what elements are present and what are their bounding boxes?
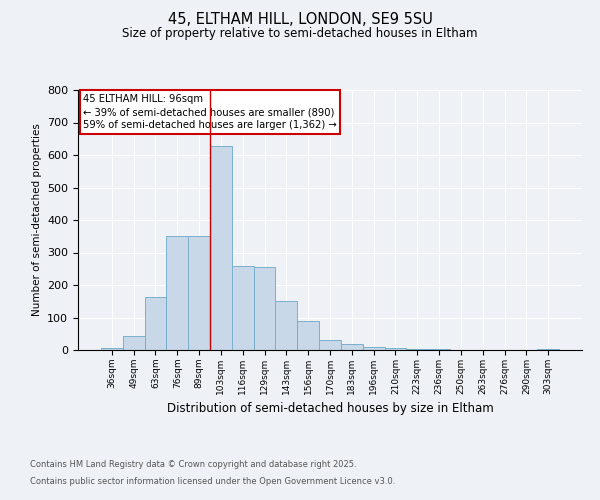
Bar (341, 344, 363, 350)
Bar (101, 348, 123, 350)
Bar (297, 321, 319, 350)
Bar (166, 236, 188, 350)
Bar (319, 340, 341, 350)
Text: Size of property relative to semi-detached houses in Eltham: Size of property relative to semi-detach… (122, 28, 478, 40)
Bar (188, 236, 210, 350)
X-axis label: Distribution of semi-detached houses by size in Eltham: Distribution of semi-detached houses by … (167, 402, 493, 415)
Bar (123, 336, 145, 350)
Bar (385, 348, 406, 350)
Text: Contains public sector information licensed under the Open Government Licence v3: Contains public sector information licen… (30, 478, 395, 486)
Text: Contains HM Land Registry data © Crown copyright and database right 2025.: Contains HM Land Registry data © Crown c… (30, 460, 356, 469)
Bar (232, 266, 254, 350)
Text: 45 ELTHAM HILL: 96sqm
← 39% of semi-detached houses are smaller (890)
59% of sem: 45 ELTHAM HILL: 96sqm ← 39% of semi-deta… (83, 94, 337, 130)
Y-axis label: Number of semi-detached properties: Number of semi-detached properties (32, 124, 41, 316)
Bar (406, 349, 428, 350)
Bar (145, 297, 166, 350)
Bar (210, 146, 232, 350)
Bar (363, 347, 385, 350)
Bar (275, 301, 297, 350)
Text: 45, ELTHAM HILL, LONDON, SE9 5SU: 45, ELTHAM HILL, LONDON, SE9 5SU (167, 12, 433, 28)
Bar (254, 267, 275, 350)
